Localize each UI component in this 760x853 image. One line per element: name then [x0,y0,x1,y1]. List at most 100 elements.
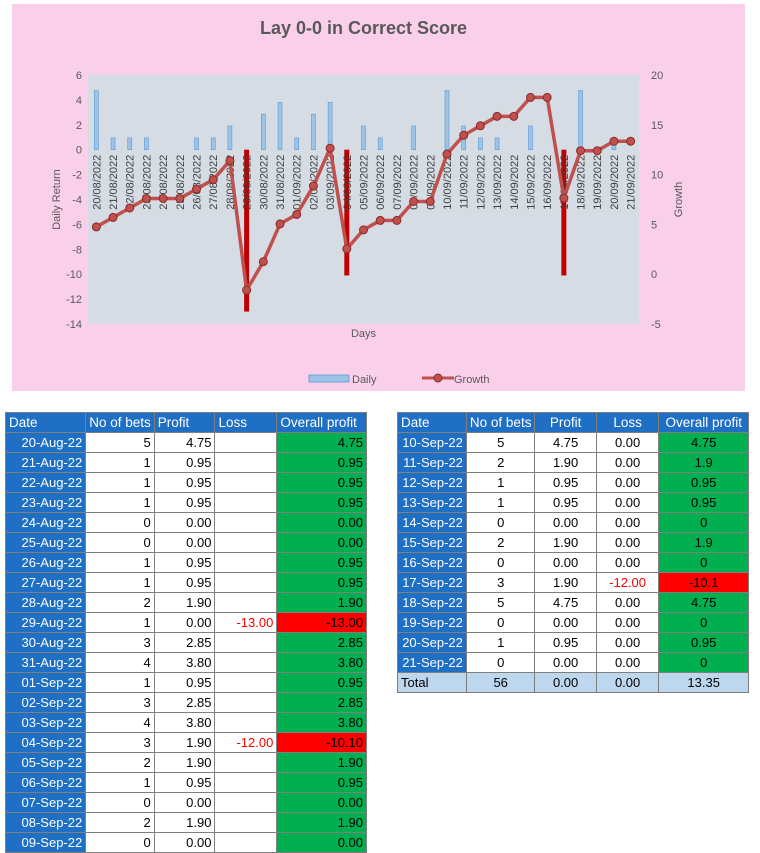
growth-point [141,194,151,204]
cell-overall: 0.95 [276,452,367,473]
y2-tick-label: -5 [651,319,661,331]
cell-profit: 0.00 [534,512,597,533]
x-tick-label: 22/08/2022 [125,155,137,210]
table-row: 04-Sep-22 3 1.90 -12.00 -10.10 [4,732,367,753]
x-tick-label: 15/09/2022 [525,155,537,210]
cell-loss: 0.00 [595,452,660,473]
growth-point [342,244,352,254]
cell-date: 22-Aug-22 [4,472,87,493]
bar-daily [361,125,366,150]
cell-bets: 2 [465,532,536,553]
cell-overall: 0.95 [276,472,367,493]
y-tick-label: 6 [76,70,82,82]
table-row: 11-Sep-22 2 1.90 0.00 1.9 [397,452,749,473]
y-tick-label: -12 [66,294,82,306]
cell-loss: 0.00 [595,612,660,633]
cell-bets: 2 [85,592,155,613]
y2-tick-label: 0 [651,269,657,281]
column-header: No of bets [85,412,155,433]
column-header: No of bets [465,412,536,433]
legend-daily-label: Daily [352,374,377,386]
y-tick-label: -6 [72,219,82,231]
cell-date: 21-Aug-22 [4,452,87,473]
growth-point [225,156,235,166]
cell-profit: 0.00 [534,652,597,673]
bar-daily [144,137,149,150]
cell-loss: 0.00 [595,432,660,453]
cell-loss [214,632,278,653]
growth-point [192,184,202,194]
bar-daily [494,137,500,150]
table-row: 13-Sep-22 1 0.95 0.00 0.95 [397,492,749,513]
cell-overall: 0.95 [276,572,367,593]
cell-profit: 1.90 [534,532,597,553]
cell-loss: 0.00 [595,552,660,573]
bar-daily [194,137,199,150]
bar-daily [94,90,99,151]
growth-point [592,146,602,156]
x-tick-label: 14/09/2022 [509,155,521,210]
cell-profit: 0.95 [534,472,597,493]
bar-daily [210,137,216,150]
cell-overall: 4.75 [658,592,749,613]
cell-bets: 0 [85,512,155,533]
table-row: 23-Aug-22 1 0.95 0.95 [4,492,367,513]
growth-point [442,149,452,159]
cell-bets: 1 [85,612,155,633]
x-tick-label: 12/09/2022 [475,155,487,210]
x-tick-label: 10/09/2022 [442,155,454,210]
bar-daily [578,90,583,151]
cell-date: 14-Sep-22 [397,512,467,533]
x-tick-label: 21/08/2022 [108,155,120,210]
cell-overall: 4.75 [658,432,749,453]
cell-date: 09-Sep-22 [4,832,87,853]
bar-daily [127,137,133,150]
bar-daily [377,137,383,150]
cell-profit: 4.75 [534,592,597,613]
cell-bets: 3 [465,572,536,593]
x-tick-label: 05/09/2022 [359,155,371,210]
table-row: 06-Sep-22 1 0.95 0.95 [4,772,367,793]
growth-point [292,209,302,219]
table-row: 01-Sep-22 1 0.95 0.95 [4,672,367,693]
cell-bets: 0 [85,532,155,553]
table-row: 02-Sep-22 3 2.85 2.85 [4,692,367,713]
x-tick-label: 31/08/2022 [275,155,287,210]
cell-profit: 3.80 [153,652,216,673]
cell-profit: 0.95 [153,672,216,693]
cell-bets: 3 [85,632,155,653]
cell-profit: 0.95 [153,492,216,513]
cell-date: 08-Sep-22 [4,812,87,833]
y-tick-label: -2 [72,170,82,182]
growth-point [509,111,519,121]
y2-tick-label: 5 [651,219,657,231]
table-row: 14-Sep-22 0 0.00 0.00 0 [397,512,749,533]
cell-loss: 0.00 [595,632,660,653]
bar-daily [327,102,333,151]
cell-profit: 0.95 [153,572,216,593]
y-tick-label: -4 [72,195,82,207]
cell-profit: 4.75 [534,432,597,453]
column-header: Date [397,412,467,433]
growth-point [359,225,368,235]
column-header: Overall profit [276,412,367,433]
total-row: Total 56 0.00 0.00 13.35 [397,672,749,693]
cell-bets: 1 [85,472,155,493]
table-row: 31-Aug-22 4 3.80 3.80 [4,652,367,673]
bar-daily [528,125,533,150]
cell-loss [214,592,278,613]
cell-overall: 0 [658,652,749,673]
cell-profit: 0.95 [153,472,216,493]
cell-date: 07-Sep-22 [4,792,87,813]
table-row: 26-Aug-22 1 0.95 0.95 [4,552,367,573]
cell-date: 16-Sep-22 [397,552,467,573]
x-axis-label: Days [351,328,377,340]
cell-overall: 0.00 [276,832,367,853]
total-profit: 0.00 [534,672,597,693]
table-row: 05-Sep-22 2 1.90 1.90 [4,752,367,773]
growth-point [258,257,268,267]
x-tick-label: 19/09/2022 [592,155,604,210]
cell-overall: 0.00 [276,532,367,553]
growth-point [275,219,285,229]
cell-profit: 0.00 [534,552,597,573]
